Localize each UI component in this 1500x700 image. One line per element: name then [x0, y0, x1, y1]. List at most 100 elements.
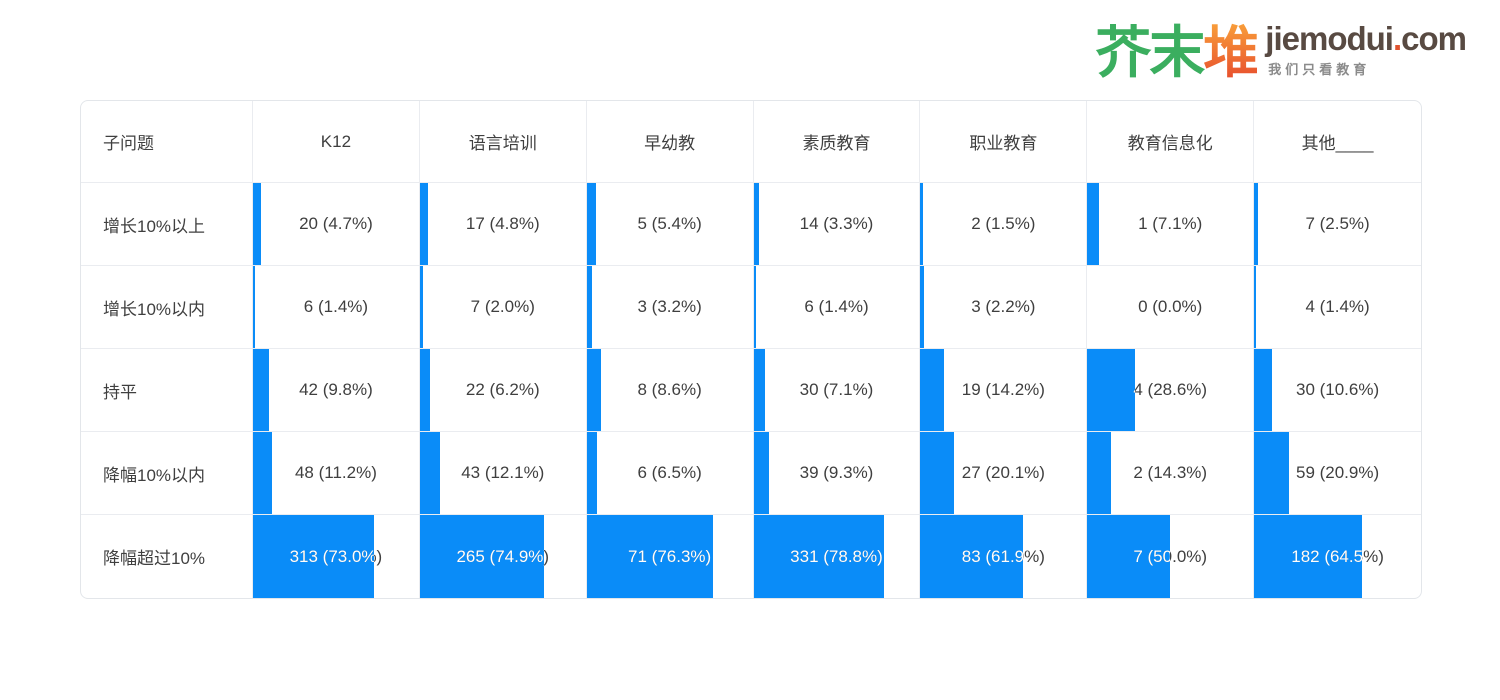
column-header: 语言培训 — [419, 101, 587, 183]
cell-bar — [1087, 349, 1135, 431]
cell-bar — [253, 183, 261, 265]
cell-bar-clip: 2 (1.5%) — [920, 183, 922, 265]
cell-bar-clip: 313 (73.0%) — [253, 515, 374, 598]
cell-bar — [1254, 266, 1257, 348]
cell-value-overlay: 6 (6.5%) — [587, 432, 598, 514]
cell-bar — [920, 266, 925, 348]
cell-value-overlay: 42 (9.8%) — [253, 349, 269, 431]
cell-value: 2 (1.5%) — [971, 214, 1036, 233]
cell-bar — [753, 266, 756, 348]
data-cell: 43 (12.1%) 43 (12.1%) — [419, 432, 587, 515]
cell-value: 6 (1.4%) — [804, 297, 869, 316]
cell-bar — [753, 349, 766, 431]
cell-bar — [1254, 349, 1272, 431]
cell-value: 43 (12.1%) — [461, 463, 545, 482]
data-cell: 182 (64.5%)182 (64.5%) — [1254, 515, 1421, 598]
cell-bar — [253, 432, 272, 514]
cell-value-overlay: 6 (1.4%) — [754, 266, 756, 348]
data-cell: 1 (7.1%) 1 (7.1%) — [1087, 183, 1255, 266]
cell-bar-clip: 7 (50.0%) — [1087, 515, 1170, 598]
cell-bar — [1254, 432, 1289, 514]
row-label: 增长10%以内 — [81, 266, 253, 349]
data-cell: 313 (73.0%) 313 (73.0%) — [253, 515, 420, 598]
cell-bar-clip: 8 (8.6%) — [587, 349, 601, 431]
cell-value: 20 (4.7%) — [299, 214, 373, 233]
data-cell: 4 (1.4%) 4 (1.4%) — [1254, 266, 1421, 349]
cell-bar — [753, 432, 769, 514]
data-cell: 59 (20.9%) 59 (20.9%) — [1254, 432, 1421, 515]
logo-domain-tld: com — [1401, 20, 1467, 57]
data-cell: 27 (20.1%) 27 (20.1%) — [920, 432, 1088, 515]
data-cell: 2 (1.5%) 2 (1.5%) — [920, 183, 1088, 266]
cell-bar — [1087, 515, 1171, 598]
cell-bar-clip: 4 (28.6%) — [1087, 349, 1134, 431]
cell-value-overlay: 17 (4.8%) — [420, 183, 428, 265]
cell-value-overlay: 2 (1.5%) — [920, 183, 922, 265]
data-cell: 265 (74.9%) 265 (74.9%) — [419, 515, 587, 598]
data-cell: 331 (78.8%) 331 (78.8%) — [753, 515, 921, 598]
row-label: 降幅超过10% — [81, 515, 253, 598]
data-cell: 0 (0.0%) — [1087, 266, 1255, 349]
column-header: 教育信息化 — [1087, 101, 1255, 183]
data-cell: 22 (6.2%) 22 (6.2%) — [419, 349, 587, 432]
data-cell: 3 (2.2%) 3 (2.2%) — [920, 266, 1088, 349]
cell-value: 6 (1.4%) — [303, 297, 369, 316]
cell-bar-clip: 48 (11.2%) — [253, 432, 272, 514]
cell-value-overlay: 4 (1.4%) — [1254, 266, 1256, 348]
cell-value: 0 (0.0%) — [1138, 297, 1203, 316]
data-cell: 7 (2.5%) 7 (2.5%) — [1254, 183, 1421, 266]
data-cell: 83 (61.9%)83 (61.9%) — [920, 515, 1088, 598]
cell-bar — [419, 266, 424, 348]
cell-bar — [586, 183, 596, 265]
cell-value: 331 (78.8%) — [790, 546, 883, 566]
cell-value-overlay: 14 (3.3%) — [754, 183, 759, 265]
cell-bar-clip: 17 (4.8%) — [420, 183, 428, 265]
row-label: 增长10%以上 — [81, 183, 253, 266]
cell-bar-clip: 19 (14.2%) — [920, 349, 944, 431]
logo-text-green: 芥末 — [1095, 20, 1205, 84]
cell-value: 7 (2.0%) — [470, 297, 535, 316]
cell-value: 4 (1.4%) — [1305, 297, 1370, 316]
logo-right-block: jiemodui.com 我们只看教育 — [1265, 20, 1467, 78]
cell-value-overlay: 30 (10.6%) — [1254, 349, 1272, 431]
cell-bar — [419, 515, 545, 598]
cell-value-overlay: 43 (12.1%) — [420, 432, 440, 514]
column-header: K12 — [253, 101, 420, 183]
cell-value-overlay: 6 (1.4%) — [253, 266, 255, 348]
cell-bar-clip: 6 (1.4%) — [253, 266, 255, 348]
cell-value: 14 (3.3%) — [799, 214, 874, 233]
cell-bar — [419, 183, 428, 265]
column-header: 早幼教 — [586, 101, 754, 183]
cell-value-overlay: 3 (2.2%) — [920, 266, 924, 348]
logo-wordmark-cn: 芥末堆 — [1095, 24, 1259, 80]
cell-bar-clip: 42 (9.8%) — [253, 349, 269, 431]
cell-bar-clip: 7 (2.5%) — [1254, 183, 1258, 265]
data-cell: 42 (9.8%) 42 (9.8%) — [253, 349, 420, 432]
cell-value-overlay: 182 (64.5%) — [1291, 546, 1362, 566]
cell-bar-clip: 2 (14.3%) — [1087, 432, 1111, 514]
cell-value: 182 (64.5%) — [1291, 546, 1384, 566]
data-cell: 3 (3.2%) 3 (3.2%) — [586, 266, 754, 349]
cell-bar-clip: 20 (4.7%) — [253, 183, 261, 265]
cell-value-overlay: 19 (14.2%) — [920, 349, 944, 431]
cell-value: 3 (3.2%) — [637, 297, 702, 316]
data-cell: 17 (4.8%) 17 (4.8%) — [419, 183, 587, 266]
cell-value-overlay: 7 (50.0%) — [1133, 546, 1171, 566]
cell-value-overlay: 71 (76.3%) — [628, 546, 712, 566]
cell-value: 42 (9.8%) — [299, 380, 373, 399]
data-cell: 8 (8.6%) 8 (8.6%) — [586, 349, 754, 432]
cell-bar — [1254, 183, 1259, 265]
cell-bar — [920, 183, 923, 265]
cell-bar-clip: 71 (76.3%) — [587, 515, 714, 598]
data-cell: 20 (4.7%) 20 (4.7%) — [253, 183, 420, 266]
results-table: 子问题 K12 语言培训 早幼教 素质教育 职业教育 教育信息化 其他____ 增长10%以上 2… — [80, 100, 1422, 599]
cell-bar — [586, 432, 598, 514]
cell-value: 30 (7.1%) — [799, 380, 874, 399]
cell-value: 30 (10.6%) — [1295, 380, 1380, 399]
cell-value: 1 (7.1%) — [1138, 214, 1203, 233]
cell-bar-clip: 5 (5.4%) — [587, 183, 596, 265]
data-cell: 71 (76.3%) 71 (76.3%) — [586, 515, 754, 598]
cell-value: 3 (2.2%) — [971, 297, 1036, 316]
cell-bar-clip: 30 (10.6%) — [1254, 349, 1272, 431]
cell-bar-clip: 59 (20.9%) — [1254, 432, 1289, 514]
